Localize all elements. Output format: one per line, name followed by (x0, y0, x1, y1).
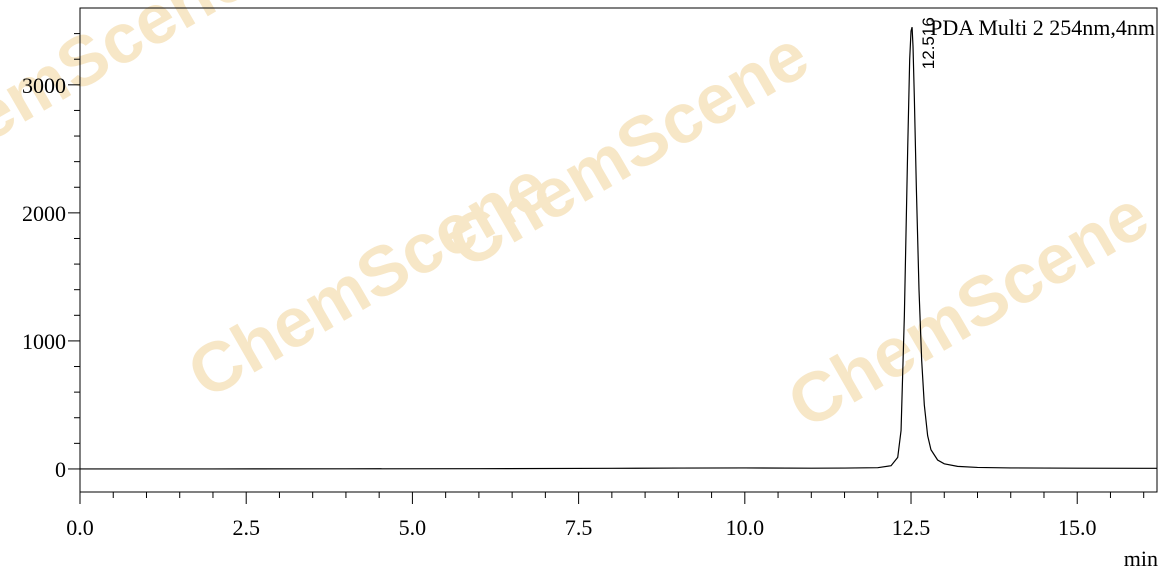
y-tick-label: 0 (55, 457, 66, 482)
watermark-text: ChemScene (775, 175, 1161, 443)
y-tick-label: 1000 (22, 329, 66, 354)
x-tick-label: 12.5 (892, 515, 931, 540)
x-tick-label: 2.5 (232, 515, 260, 540)
y-tick-label: 3000 (22, 73, 66, 98)
x-tick-label: 7.5 (565, 515, 593, 540)
watermark-text: ChemScene (435, 15, 821, 283)
peak-retention-time-label: 12.516 (919, 17, 938, 69)
watermark-text: ChemScene (0, 0, 261, 203)
x-tick-label: 0.0 (66, 515, 94, 540)
x-tick-label: 5.0 (399, 515, 427, 540)
plot-frame (79, 7, 1158, 493)
x-tick-label: 10.0 (726, 515, 765, 540)
y-tick-label: 2000 (22, 201, 66, 226)
chromatogram-trace (80, 27, 1157, 470)
x-axis: 0.0 2.5 5.0 7.5 10.0 12.5 15.0 (66, 492, 1145, 540)
x-tick-label: 15.0 (1058, 515, 1097, 540)
legend-label: PDA Multi 2 254nm,4nm (930, 15, 1155, 40)
x-axis-unit-label: min (1124, 546, 1158, 571)
y-axis: 0 1000 2000 3000 (22, 33, 80, 482)
